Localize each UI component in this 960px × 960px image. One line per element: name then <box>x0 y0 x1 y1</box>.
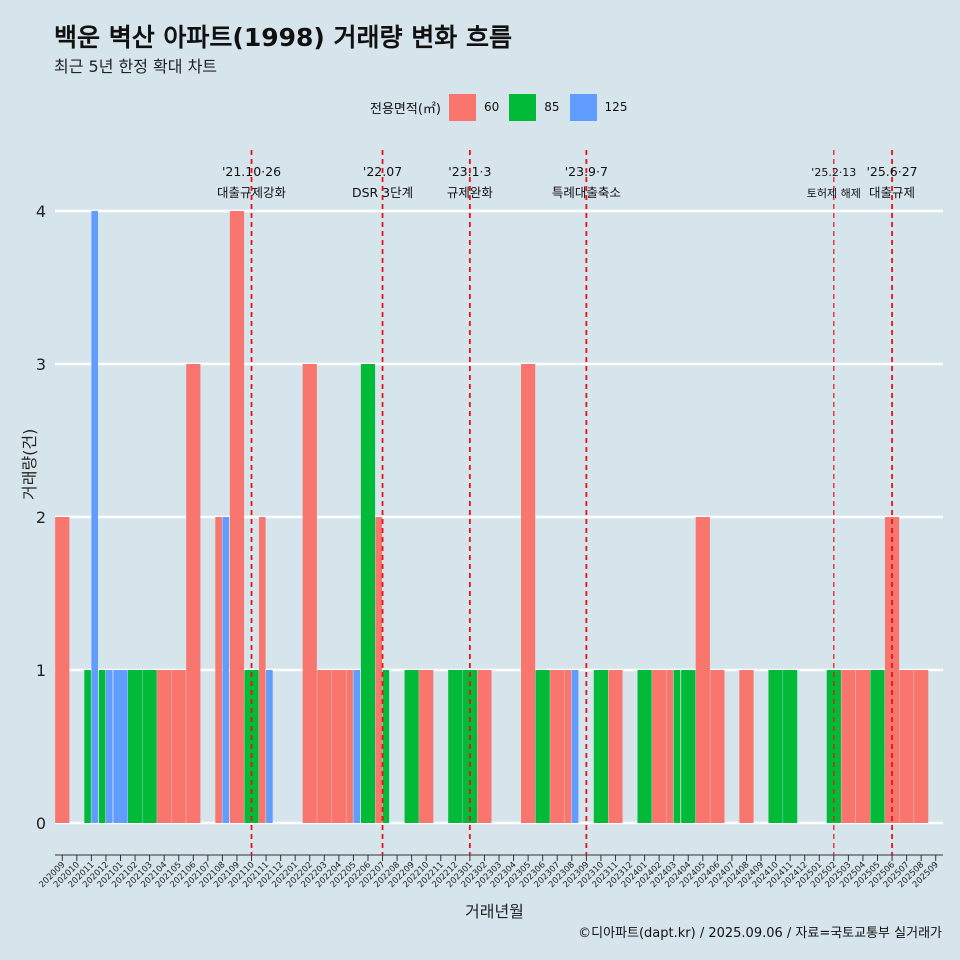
legend: 전용면적(㎡) 60 85 125 <box>370 93 637 121</box>
y-tick-label-3: 3 <box>36 355 46 374</box>
bar-202012-125 <box>105 670 113 823</box>
bar-202103-85 <box>142 670 157 823</box>
event-date-0: '21.10·26 <box>222 164 281 179</box>
bar-202111-125 <box>266 670 273 823</box>
y-tick-label-2: 2 <box>36 508 46 527</box>
bar-202507-60 <box>899 670 914 823</box>
bar-202206-85 <box>360 364 376 823</box>
bar-202506-60 <box>884 517 900 823</box>
bar-202012-85 <box>98 670 106 823</box>
bar-202404-85 <box>681 670 696 823</box>
event-label-1: DSR 3단계 <box>352 185 413 200</box>
event-date-4: '25.2·13 <box>811 166 856 179</box>
legend-swatch-85 <box>509 93 537 121</box>
bar-202508-60 <box>914 670 929 823</box>
legend-item-60: 60 <box>448 93 500 121</box>
bar-202310-85 <box>593 670 609 823</box>
legend-item-85: 85 <box>509 93 560 121</box>
bar-202504-60 <box>855 670 871 823</box>
bar-202311-60 <box>608 670 623 823</box>
bar-202011-125 <box>91 211 98 823</box>
bar-202405-60 <box>695 517 710 823</box>
bar-202503-60 <box>841 670 856 823</box>
bar-202212-85 <box>448 670 463 823</box>
y-tick-label-0: 0 <box>36 814 46 833</box>
chart-subtitle: 최근 5년 한정 확대 차트 <box>54 57 218 76</box>
bar-202410-85 <box>768 670 783 823</box>
chart-title: 백운 벽산 아파트(1998) 거래량 변화 흐름 <box>54 23 512 52</box>
event-date-3: '23.9·7 <box>565 164 608 179</box>
legend-title: 전용면적(㎡) <box>370 101 441 117</box>
bar-202209-85 <box>404 670 419 823</box>
legend-swatch-60 <box>448 93 476 121</box>
legend-label-85: 85 <box>544 100 560 114</box>
bar-202406-60 <box>710 670 725 823</box>
event-date-5: '25.6·27 <box>866 164 917 179</box>
bar-202308-60 <box>564 670 572 823</box>
bar-202011-85 <box>84 670 91 823</box>
bar-202402-60 <box>652 670 667 823</box>
event-label-5: 대출규제 <box>869 185 915 200</box>
legend-label-125: 125 <box>604 100 628 114</box>
bar-202408-60 <box>739 670 754 823</box>
bar-202108-60 <box>215 517 222 823</box>
x-axis-label: 거래년월 <box>465 902 524 921</box>
bar-202102-85 <box>127 670 143 823</box>
bar-202106-60 <box>186 364 201 823</box>
bar-202205-60 <box>346 670 353 823</box>
bar-202111-60 <box>258 517 266 823</box>
bar-202411-85 <box>783 670 798 823</box>
bar-202307-60 <box>550 670 565 823</box>
bar-202308-125 <box>571 670 579 823</box>
bar-202202-60 <box>302 364 317 823</box>
event-date-2: '23.1·3 <box>448 164 491 179</box>
event-date-1: '22.07 <box>363 164 402 179</box>
bar-202207-60 <box>375 517 383 823</box>
bar-202009-60 <box>55 517 70 823</box>
bar-202104-60 <box>157 670 172 823</box>
bar-202302-60 <box>477 670 492 823</box>
bar-202205-125 <box>353 670 361 823</box>
legend-swatch-125 <box>569 93 597 121</box>
bar-202306-85 <box>535 670 550 823</box>
y-tick-label-1: 1 <box>36 661 46 680</box>
event-label-2: 규제완화 <box>447 185 494 200</box>
bar-202203-60 <box>317 670 332 823</box>
event-label-0: 대출규제강화 <box>217 185 287 200</box>
bar-202403-60 <box>666 670 674 823</box>
event-label-3: 특례대출축소 <box>552 185 621 200</box>
bar-202505-85 <box>870 670 885 823</box>
bar-202108-125 <box>222 517 230 823</box>
source-caption: ©디아파트(dapt.kr) / 2025.09.06 / 자료=국토교통부 실… <box>578 926 942 941</box>
bar-202105-60 <box>171 670 186 823</box>
bar-202207-85 <box>382 670 390 823</box>
bar-202401-85 <box>637 670 652 823</box>
bar-202403-85 <box>673 670 681 823</box>
bar-202101-125 <box>113 670 128 823</box>
bar-202109-60 <box>229 211 245 823</box>
event-label-4: 토허제 해제 <box>807 186 861 200</box>
bar-202305-60 <box>521 364 536 823</box>
bar-202210-60 <box>419 670 434 823</box>
legend-item-125: 125 <box>569 93 628 121</box>
y-axis-label: 거래량(건) <box>20 428 39 500</box>
bar-202204-60 <box>331 670 346 823</box>
legend-label-60: 60 <box>483 100 500 114</box>
y-tick-label-4: 4 <box>36 202 46 221</box>
